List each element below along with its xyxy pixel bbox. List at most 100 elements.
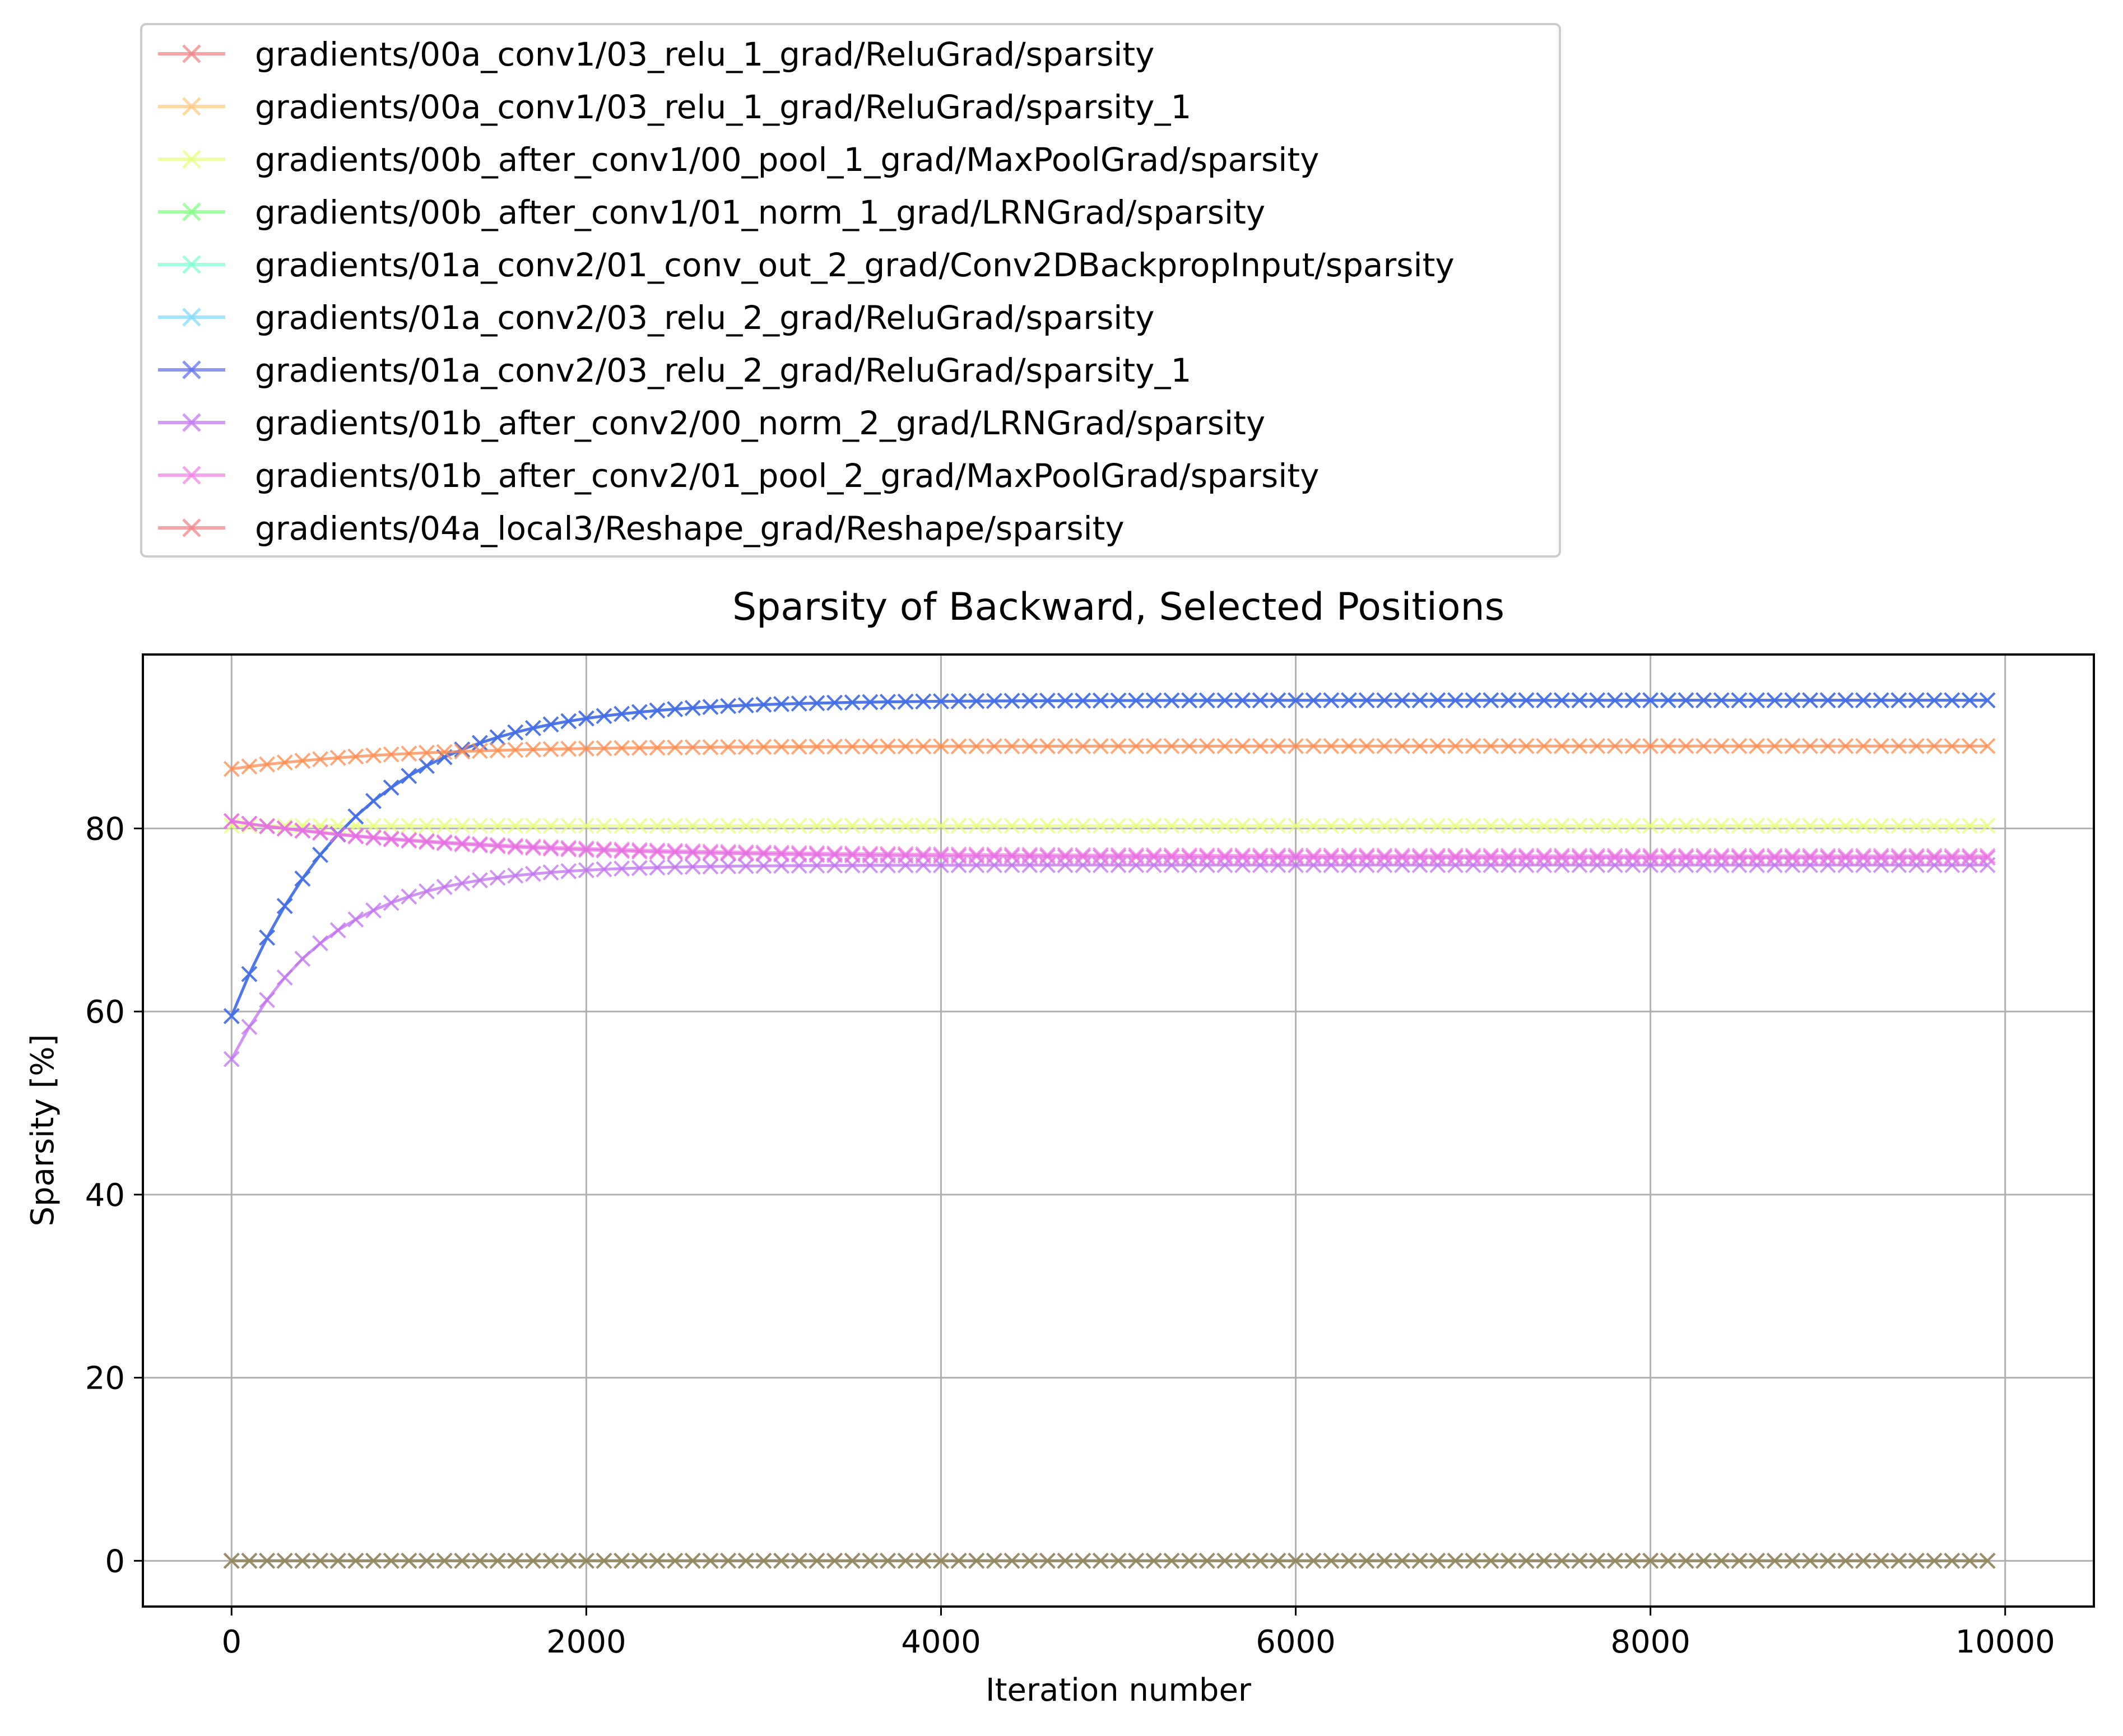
data-point-marker	[401, 745, 417, 762]
data-point-marker	[524, 741, 541, 758]
data-point-marker	[578, 862, 594, 879]
legend-label: gradients/00a_conv1/03_relu_1_grad/ReluG…	[255, 35, 1154, 73]
data-point-marker	[1447, 818, 1464, 834]
data-point-marker	[1802, 818, 1818, 834]
data-point-marker	[1766, 692, 1783, 709]
data-point-marker	[1163, 818, 1180, 834]
data-point-marker	[329, 922, 346, 939]
data-point-marker	[684, 844, 701, 861]
data-point-marker	[809, 818, 825, 834]
data-point-marker	[826, 847, 843, 864]
data-point-marker	[259, 818, 275, 835]
data-point-marker	[1411, 692, 1428, 709]
data-point-marker	[401, 832, 417, 849]
data-point-marker	[1057, 738, 1074, 755]
data-point-marker	[1553, 847, 1570, 864]
data-point-marker	[578, 710, 594, 727]
data-point-marker	[1358, 737, 1375, 754]
data-point-marker	[1819, 850, 1836, 866]
data-point-marker	[1376, 849, 1393, 866]
data-point-marker	[524, 1552, 541, 1569]
data-point-marker	[1749, 692, 1765, 709]
x-tick-label: 6000	[1256, 1624, 1336, 1660]
data-point-marker	[1500, 849, 1517, 866]
data-point-marker	[1092, 738, 1109, 754]
data-point-marker	[329, 827, 346, 843]
data-point-marker	[312, 1552, 328, 1569]
data-point-marker	[1323, 1552, 1340, 1569]
data-point-marker	[1500, 692, 1517, 709]
data-point-marker	[383, 746, 399, 763]
data-point-marker	[720, 818, 737, 834]
data-point-marker	[614, 860, 630, 877]
data-point-marker	[1837, 847, 1854, 864]
data-point-marker	[1713, 850, 1730, 866]
data-point-marker	[1128, 848, 1145, 865]
data-point-marker	[631, 843, 648, 860]
data-point-marker	[614, 843, 630, 860]
data-point-marker	[1962, 850, 1978, 866]
data-point-marker	[1536, 692, 1553, 709]
data-point-marker	[1270, 818, 1286, 834]
data-point-marker	[1944, 692, 1961, 709]
overlay-series-2	[223, 737, 1996, 777]
data-point-marker	[347, 808, 364, 825]
data-point-marker	[933, 848, 949, 865]
data-point-marker	[1624, 692, 1641, 709]
data-point-marker	[1589, 847, 1606, 864]
data-point-marker	[720, 1552, 737, 1569]
data-point-marker	[986, 848, 1002, 865]
data-point-marker	[1536, 737, 1553, 754]
data-point-marker	[649, 702, 666, 719]
data-point-marker	[950, 693, 967, 709]
data-point-marker	[472, 818, 488, 834]
data-point-marker	[1500, 737, 1517, 754]
data-point-marker	[702, 1552, 719, 1569]
data-point-marker	[1713, 847, 1730, 864]
data-point-marker	[1163, 692, 1180, 709]
data-point-marker	[862, 694, 879, 711]
data-point-marker	[489, 818, 506, 834]
data-point-marker	[915, 1552, 932, 1569]
data-point-marker	[223, 1008, 240, 1024]
data-point-marker	[1642, 737, 1659, 754]
data-point-marker	[1376, 1552, 1393, 1569]
data-point-marker	[542, 716, 559, 733]
data-point-marker	[259, 756, 275, 773]
data-point-marker	[1447, 847, 1464, 864]
data-point-marker	[1890, 692, 1907, 709]
data-point-marker	[1890, 850, 1907, 866]
data-point-marker	[1198, 1552, 1215, 1569]
data-point-marker	[809, 845, 825, 861]
data-point-marker	[524, 839, 541, 856]
data-point-marker	[826, 845, 843, 862]
data-point-marker	[454, 818, 471, 834]
data-point-marker	[472, 735, 488, 751]
data-point-marker	[419, 883, 435, 900]
data-point-marker	[1270, 1552, 1286, 1569]
data-point-marker	[1926, 818, 1943, 834]
data-point-marker	[1181, 1552, 1198, 1569]
data-point-marker	[259, 992, 275, 1008]
data-point-marker	[737, 739, 754, 755]
data-point-marker	[1163, 1552, 1180, 1569]
data-point-marker	[1606, 818, 1623, 834]
data-point-marker	[1110, 848, 1127, 865]
data-point-marker	[1145, 738, 1162, 754]
data-point-marker	[1660, 818, 1676, 834]
data-point-marker	[684, 858, 701, 875]
data-point-marker	[880, 1552, 896, 1569]
data-point-marker	[1092, 692, 1109, 709]
data-point-marker	[1075, 738, 1091, 754]
data-point-marker	[1571, 850, 1588, 866]
data-point-marker	[880, 694, 896, 710]
data-point-marker	[968, 846, 985, 863]
data-point-marker	[241, 1552, 258, 1569]
y-tick-label: 80	[85, 811, 125, 847]
data-point-marker	[1181, 847, 1198, 864]
data-point-marker	[1358, 818, 1375, 834]
data-point-marker	[1890, 847, 1907, 864]
legend-entry: gradients/00a_conv1/03_relu_1_grad/ReluG…	[158, 88, 1191, 126]
data-point-marker	[755, 1552, 772, 1569]
data-point-marker	[1075, 692, 1091, 709]
